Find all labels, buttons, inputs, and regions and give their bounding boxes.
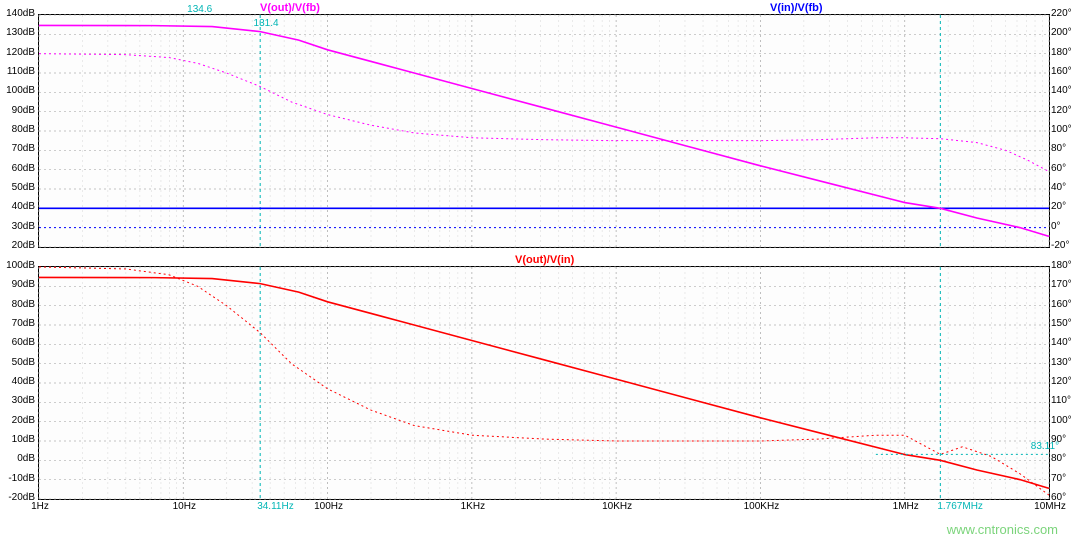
bottom-ytick-right: 150° [1051, 318, 1072, 329]
bottom-ytick-left: 10dB [12, 434, 35, 445]
xtick: 10MHz [1030, 501, 1070, 512]
top-ytick-left: 20dB [12, 240, 35, 251]
top-ytick-right: 140° [1051, 85, 1072, 96]
bottom-ytick-left: 70dB [12, 318, 35, 329]
top-ytick-left: 70dB [12, 143, 35, 154]
top-ytick-right: 160° [1051, 66, 1072, 77]
xtick: 1Hz [20, 501, 60, 512]
top-ytick-right: 120° [1051, 105, 1072, 116]
bottom-ytick-left: 0dB [17, 453, 35, 464]
bottom-marker: 83.11° [1031, 441, 1059, 452]
bottom-ytick-left: 20dB [12, 415, 35, 426]
top-ytick-right: 180° [1051, 47, 1072, 58]
bottom-ytick-left: 60dB [12, 337, 35, 348]
bottom-ytick-right: 180° [1051, 260, 1072, 271]
xtick: 100KHz [741, 501, 781, 512]
top-marker: 134.6 [187, 4, 212, 15]
top-ytick-left: 60dB [12, 163, 35, 174]
bottom-ytick-left: 90dB [12, 279, 35, 290]
top-plot [38, 14, 1050, 248]
top-marker: 131.4 [254, 18, 279, 29]
top-ytick-left: 140dB [6, 8, 35, 19]
top-ytick-left: 120dB [6, 47, 35, 58]
bottom-phase-red [39, 267, 1049, 495]
bottom-ytick-left: 50dB [12, 357, 35, 368]
top-ytick-left: 50dB [12, 182, 35, 193]
bottom-ytick-right: 120° [1051, 376, 1072, 387]
bottom-ytick-right: 140° [1051, 337, 1072, 348]
bottom-ytick-left: 40dB [12, 376, 35, 387]
top-ytick-left: 30dB [12, 221, 35, 232]
top-ytick-right: 80° [1051, 143, 1066, 154]
top-ytick-right: 220° [1051, 8, 1072, 19]
bottom-plot [38, 266, 1050, 500]
xtick: 100Hz [309, 501, 349, 512]
bottom-ytick-left: -10dB [8, 473, 35, 484]
x-cursor-label: 1.767MHz [937, 501, 983, 512]
top-phase-magenta [39, 54, 1049, 172]
top-ytick-right: 100° [1051, 124, 1072, 135]
top-ytick-left: 90dB [12, 105, 35, 116]
top-ytick-right: 60° [1051, 163, 1066, 174]
top-ytick-right: -20° [1051, 240, 1069, 251]
xtick: 10Hz [164, 501, 204, 512]
top-ytick-left: 40dB [12, 201, 35, 212]
top-ytick-left: 80dB [12, 124, 35, 135]
xtick: 10KHz [597, 501, 637, 512]
series-label: V(out)/V(in) [515, 254, 574, 266]
bottom-ytick-left: 30dB [12, 395, 35, 406]
watermark: www.cntronics.com [947, 522, 1058, 537]
top-ytick-right: 20° [1051, 201, 1066, 212]
bottom-ytick-right: 130° [1051, 357, 1072, 368]
series-label: V(in)/V(fb) [770, 2, 823, 14]
bottom-ytick-right: 160° [1051, 299, 1072, 310]
top-ytick-right: 40° [1051, 182, 1066, 193]
bottom-ytick-right: 170° [1051, 279, 1072, 290]
top-ytick-left: 130dB [6, 27, 35, 38]
top-ytick-left: 110dB [7, 66, 35, 77]
bottom-ytick-right: 100° [1051, 415, 1072, 426]
bottom-ytick-right: 80° [1051, 453, 1066, 464]
top-ytick-right: 0° [1051, 221, 1061, 232]
bottom-ytick-left: 80dB [12, 299, 35, 310]
top-ytick-left: 100dB [6, 85, 35, 96]
xtick: 1MHz [886, 501, 926, 512]
x-cursor-label: 34.11Hz [257, 501, 294, 512]
xtick: 1KHz [453, 501, 493, 512]
top-ytick-right: 200° [1051, 27, 1072, 38]
series-label: V(out)/V(fb) [260, 2, 320, 14]
bottom-ytick-right: 70° [1051, 473, 1066, 484]
bottom-ytick-right: 110° [1051, 395, 1071, 406]
bottom-ytick-left: 100dB [6, 260, 35, 271]
